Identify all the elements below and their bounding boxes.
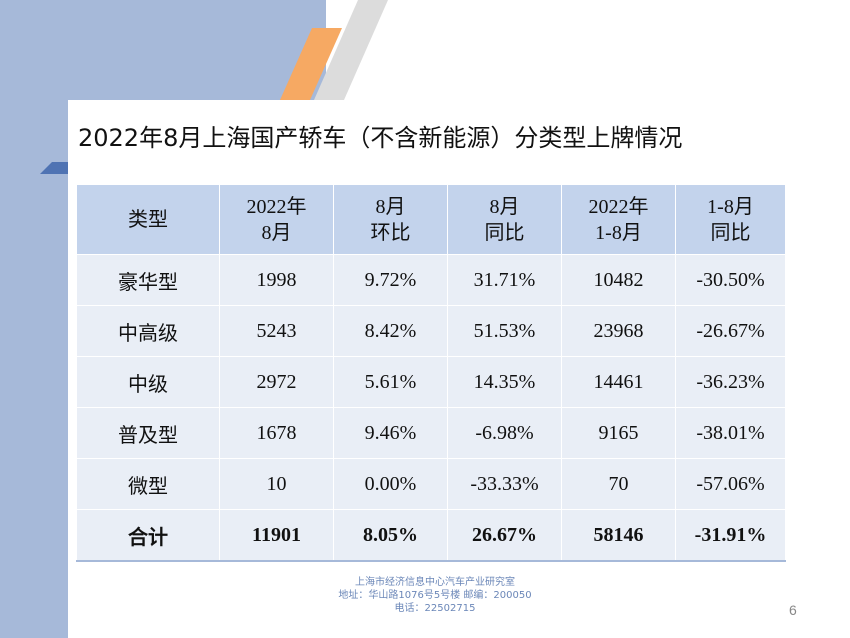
total-label: 合计 — [76, 509, 220, 562]
top-decor-band — [0, 0, 326, 100]
cell-aug-mom: 9.46% — [333, 407, 448, 459]
cell-ytd-yoy: -38.01% — [675, 407, 786, 459]
total-aug-yoy: 26.67% — [447, 509, 562, 562]
cell-ytd-volume: 9165 — [561, 407, 676, 459]
table-row: 中级 2972 5.61% 14.35% 14461 -36.23% — [76, 356, 786, 408]
cell-type: 中高级 — [76, 305, 220, 357]
cell-aug-yoy: 51.53% — [447, 305, 562, 357]
cell-aug-mom: 8.42% — [333, 305, 448, 357]
cell-ytd-yoy: -57.06% — [675, 458, 786, 510]
cell-aug-volume: 2972 — [219, 356, 334, 408]
cell-aug-volume: 5243 — [219, 305, 334, 357]
cell-type: 豪华型 — [76, 254, 220, 306]
header-aug-yoy: 8月 同比 — [447, 184, 562, 255]
cell-aug-mom: 0.00% — [333, 458, 448, 510]
cell-ytd-volume: 23968 — [561, 305, 676, 357]
cell-type: 微型 — [76, 458, 220, 510]
cell-aug-mom: 9.72% — [333, 254, 448, 306]
footer-organization: 上海市经济信息中心汽车产业研究室 — [355, 577, 515, 588]
table-header-row: 类型 2022年 8月 8月 环比 8月 同比 2022年 1-8月 1-8月 同比 — [76, 184, 786, 255]
cell-aug-mom: 5.61% — [333, 356, 448, 408]
page-title: 2022年8月上海国产轿车（不含新能源）分类型上牌情况 — [78, 124, 683, 152]
cell-ytd-yoy: -36.23% — [675, 356, 786, 408]
cell-ytd-yoy: -30.50% — [675, 254, 786, 306]
footer-contact: 上海市经济信息中心汽车产业研究室 地址：华山路1076号5号楼 邮编：20005… — [330, 576, 540, 615]
cell-type: 普及型 — [76, 407, 220, 459]
cell-aug-yoy: -6.98% — [447, 407, 562, 459]
header-ytd-2022: 2022年 1-8月 — [561, 184, 676, 255]
cell-ytd-volume: 10482 — [561, 254, 676, 306]
cell-ytd-volume: 70 — [561, 458, 676, 510]
total-aug-mom: 8.05% — [333, 509, 448, 562]
table-row: 中高级 5243 8.42% 51.53% 23968 -26.67% — [76, 305, 786, 357]
cell-aug-yoy: -33.33% — [447, 458, 562, 510]
header-type: 类型 — [76, 184, 220, 255]
left-decor-band — [0, 0, 68, 638]
stripe-orange — [280, 28, 342, 100]
table-row: 微型 10 0.00% -33.33% 70 -57.06% — [76, 458, 786, 510]
header-aug-2022: 2022年 8月 — [219, 184, 334, 255]
stripe-gray — [314, 0, 388, 100]
cell-aug-volume: 10 — [219, 458, 334, 510]
cell-ytd-yoy: -26.67% — [675, 305, 786, 357]
header-aug-mom: 8月 环比 — [333, 184, 448, 255]
total-aug-volume: 11901 — [219, 509, 334, 562]
cell-aug-volume: 1678 — [219, 407, 334, 459]
total-ytd-yoy: -31.91% — [675, 509, 786, 562]
footer-address: 地址：华山路1076号5号楼 邮编：200050 — [338, 590, 532, 601]
header-ytd-yoy: 1-8月 同比 — [675, 184, 786, 255]
table-total-row: 合计 11901 8.05% 26.67% 58146 -31.91% — [76, 509, 786, 562]
cell-type: 中级 — [76, 356, 220, 408]
cell-aug-volume: 1998 — [219, 254, 334, 306]
page-number: 6 — [789, 602, 797, 618]
footer-phone: 电话：22502715 — [394, 603, 476, 614]
cell-ytd-volume: 14461 — [561, 356, 676, 408]
table-row: 豪华型 1998 9.72% 31.71% 10482 -30.50% — [76, 254, 786, 306]
table-row: 普及型 1678 9.46% -6.98% 9165 -38.01% — [76, 407, 786, 459]
total-ytd-volume: 58146 — [561, 509, 676, 562]
cell-aug-yoy: 31.71% — [447, 254, 562, 306]
cell-aug-yoy: 14.35% — [447, 356, 562, 408]
registration-table: 类型 2022年 8月 8月 环比 8月 同比 2022年 1-8月 1-8月 同比 豪华… — [76, 184, 786, 562]
